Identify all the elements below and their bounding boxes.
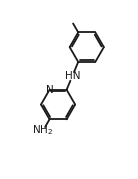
Text: HN: HN <box>65 71 80 81</box>
Text: N: N <box>46 85 53 95</box>
Text: NH$_2$: NH$_2$ <box>32 123 53 137</box>
